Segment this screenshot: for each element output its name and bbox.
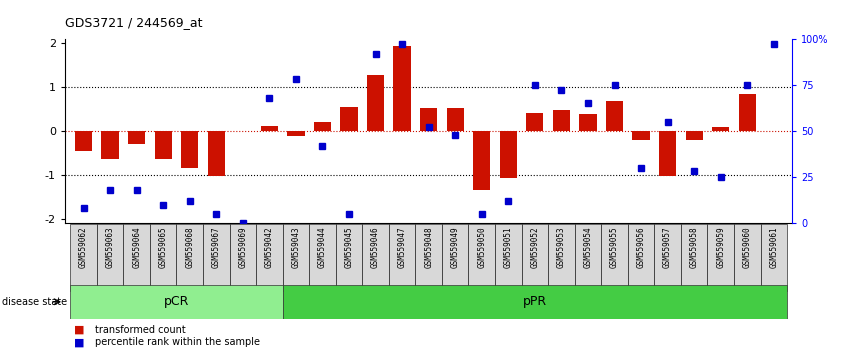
FancyBboxPatch shape	[203, 224, 229, 291]
Bar	[712, 127, 729, 131]
Bar	[473, 131, 490, 190]
Text: GSM559045: GSM559045	[345, 227, 353, 268]
Bar	[527, 113, 544, 131]
Text: pCR: pCR	[164, 295, 189, 308]
FancyBboxPatch shape	[309, 224, 336, 291]
Text: GSM559048: GSM559048	[424, 227, 433, 268]
Bar	[74, 131, 92, 151]
FancyBboxPatch shape	[362, 224, 389, 291]
Text: GSM559057: GSM559057	[663, 227, 672, 268]
Text: GSM559062: GSM559062	[79, 227, 88, 268]
Text: GSM559051: GSM559051	[504, 227, 513, 268]
Text: percentile rank within the sample: percentile rank within the sample	[95, 337, 261, 347]
Bar	[632, 131, 650, 140]
Bar	[739, 94, 756, 131]
Text: GSM559052: GSM559052	[530, 227, 540, 268]
FancyBboxPatch shape	[681, 224, 708, 291]
Bar	[367, 75, 385, 131]
Bar	[313, 122, 331, 131]
Text: GSM559058: GSM559058	[689, 227, 699, 268]
Text: pPR: pPR	[523, 295, 547, 308]
Text: GSM559069: GSM559069	[238, 227, 248, 268]
Text: GSM559059: GSM559059	[716, 227, 725, 268]
Text: GSM559063: GSM559063	[106, 227, 114, 268]
FancyBboxPatch shape	[442, 224, 469, 291]
Text: GSM559061: GSM559061	[769, 227, 779, 268]
Text: GSM559064: GSM559064	[132, 227, 141, 268]
FancyBboxPatch shape	[97, 224, 123, 291]
FancyBboxPatch shape	[575, 224, 601, 291]
Bar	[393, 46, 410, 131]
Bar	[181, 131, 198, 168]
FancyBboxPatch shape	[70, 224, 97, 291]
Bar	[288, 131, 305, 136]
FancyBboxPatch shape	[495, 224, 521, 291]
Bar	[101, 131, 119, 159]
Text: GSM559054: GSM559054	[584, 227, 592, 268]
FancyBboxPatch shape	[229, 224, 256, 291]
FancyBboxPatch shape	[734, 224, 760, 291]
Bar	[500, 131, 517, 178]
Text: ■: ■	[74, 325, 84, 335]
Text: GSM559067: GSM559067	[212, 227, 221, 268]
Bar	[659, 131, 676, 176]
Text: GSM559068: GSM559068	[185, 227, 194, 268]
Text: GSM559044: GSM559044	[318, 227, 327, 268]
Bar	[208, 131, 225, 176]
Text: GSM559047: GSM559047	[397, 227, 407, 268]
Bar	[606, 101, 624, 131]
FancyBboxPatch shape	[548, 224, 575, 291]
FancyBboxPatch shape	[282, 224, 309, 291]
FancyBboxPatch shape	[601, 224, 628, 291]
FancyBboxPatch shape	[708, 224, 734, 291]
FancyBboxPatch shape	[628, 224, 655, 291]
Text: GSM559065: GSM559065	[158, 227, 168, 268]
FancyBboxPatch shape	[416, 224, 442, 291]
FancyBboxPatch shape	[256, 224, 282, 291]
Text: GDS3721 / 244569_at: GDS3721 / 244569_at	[65, 16, 203, 29]
Text: GSM559049: GSM559049	[450, 227, 460, 268]
FancyBboxPatch shape	[389, 224, 416, 291]
Bar	[154, 131, 171, 159]
Bar	[261, 126, 278, 131]
FancyBboxPatch shape	[521, 224, 548, 291]
FancyBboxPatch shape	[336, 224, 362, 291]
Bar	[553, 110, 570, 131]
Text: GSM559055: GSM559055	[610, 227, 619, 268]
FancyBboxPatch shape	[469, 224, 495, 291]
Bar	[128, 131, 145, 144]
Text: GSM559056: GSM559056	[637, 227, 645, 268]
Text: GSM559043: GSM559043	[292, 227, 301, 268]
FancyBboxPatch shape	[760, 224, 787, 291]
Bar	[447, 108, 464, 131]
Bar	[340, 107, 358, 131]
FancyBboxPatch shape	[655, 224, 681, 291]
Text: ■: ■	[74, 337, 84, 347]
FancyBboxPatch shape	[282, 285, 787, 319]
Text: GSM559053: GSM559053	[557, 227, 565, 268]
Bar	[420, 108, 437, 131]
Text: transformed count: transformed count	[95, 325, 186, 335]
FancyBboxPatch shape	[177, 224, 203, 291]
Bar	[579, 114, 597, 131]
FancyBboxPatch shape	[123, 224, 150, 291]
Text: GSM559060: GSM559060	[743, 227, 752, 268]
Text: GSM559042: GSM559042	[265, 227, 274, 268]
FancyBboxPatch shape	[150, 224, 177, 291]
Text: disease state: disease state	[2, 297, 67, 307]
Text: GSM559046: GSM559046	[371, 227, 380, 268]
Bar	[686, 131, 703, 140]
FancyBboxPatch shape	[70, 285, 282, 319]
Text: GSM559050: GSM559050	[477, 227, 487, 268]
